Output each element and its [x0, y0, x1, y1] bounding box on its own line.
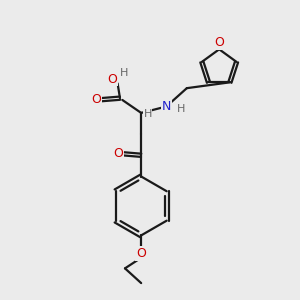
Text: H: H	[120, 68, 128, 78]
Text: H: H	[177, 104, 185, 114]
Text: O: O	[92, 93, 101, 106]
Text: O: O	[136, 247, 146, 260]
Text: O: O	[113, 147, 123, 160]
Text: H: H	[143, 110, 152, 119]
Text: O: O	[107, 73, 117, 85]
Text: N: N	[161, 100, 171, 113]
Text: O: O	[214, 36, 224, 49]
